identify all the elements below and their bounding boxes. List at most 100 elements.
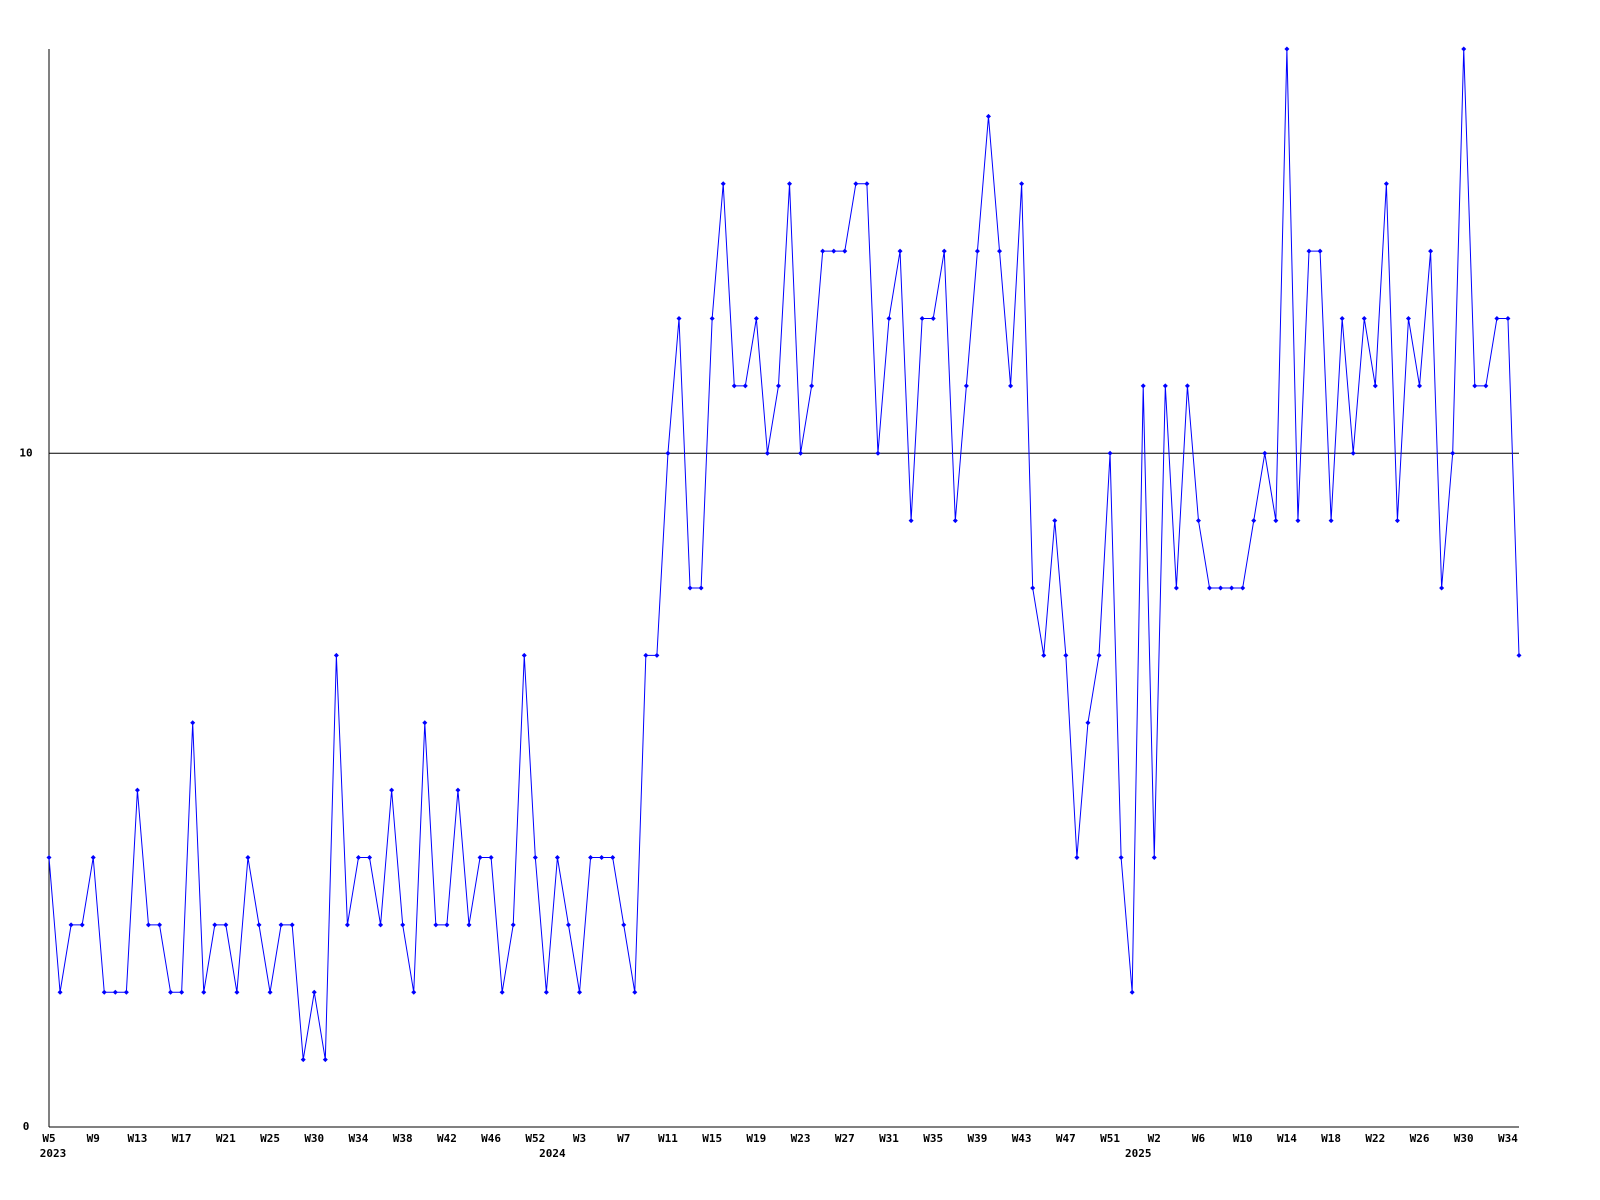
point [687, 585, 693, 591]
point [1052, 518, 1058, 524]
point [79, 922, 85, 928]
point [1096, 652, 1102, 658]
point [775, 383, 781, 389]
point [985, 113, 991, 119]
x-tick-label: W13 [127, 1132, 147, 1145]
x-tick-label: W31 [879, 1132, 899, 1145]
x-tick-label: W51 [1100, 1132, 1120, 1145]
point [1184, 383, 1190, 389]
point [245, 855, 251, 860]
x-tick-label: W46 [481, 1132, 501, 1145]
point [134, 787, 140, 793]
point [1306, 248, 1312, 254]
point [1483, 383, 1489, 389]
point [809, 383, 815, 389]
x-tick-label: W27 [835, 1132, 855, 1145]
x-tick-label: W10 [1233, 1132, 1253, 1145]
point [289, 922, 295, 928]
point [1505, 316, 1511, 321]
point [355, 855, 361, 860]
x-tick-label: W30 [304, 1132, 324, 1145]
point [389, 787, 395, 793]
point [1140, 383, 1146, 389]
x-tick-label: W34 [1498, 1132, 1518, 1145]
point [179, 989, 185, 995]
point [223, 922, 229, 928]
point [1085, 720, 1091, 726]
point [886, 316, 892, 321]
point [1207, 585, 1213, 591]
point [908, 518, 914, 524]
x-tick-label: W15 [702, 1132, 722, 1145]
x-tick-label: W14 [1277, 1132, 1297, 1145]
point [1461, 46, 1467, 52]
point [333, 652, 339, 658]
point [411, 989, 417, 995]
x-tick-label: W11 [658, 1132, 678, 1145]
point [112, 989, 118, 995]
point [444, 922, 450, 928]
x-tick-label: W2 [1148, 1132, 1161, 1145]
point [1516, 652, 1522, 658]
point [311, 989, 317, 995]
point [234, 989, 240, 995]
point [466, 922, 472, 928]
x-tick-label: W30 [1454, 1132, 1474, 1145]
point [378, 922, 384, 928]
point [952, 518, 958, 524]
point [1350, 450, 1356, 456]
point [1162, 383, 1168, 389]
point [1019, 181, 1025, 187]
x-tick-label: W17 [172, 1132, 192, 1145]
point [1074, 855, 1080, 860]
x-tick-label: W9 [87, 1132, 100, 1145]
point [820, 248, 826, 254]
x-tick-label: W6 [1192, 1132, 1206, 1145]
point [665, 450, 671, 456]
point [90, 855, 96, 860]
point [256, 922, 262, 928]
x-tick-label: W7 [617, 1132, 630, 1145]
point [930, 316, 936, 321]
point [543, 989, 549, 995]
point [1008, 383, 1014, 389]
point [101, 989, 107, 995]
point [1328, 518, 1334, 524]
point [1118, 855, 1124, 860]
point [1339, 316, 1345, 321]
point [974, 248, 980, 254]
point [400, 922, 406, 928]
point [1428, 248, 1434, 254]
x-tick-label: W3 [573, 1132, 586, 1145]
x-tick-label: W18 [1321, 1132, 1341, 1145]
point [300, 1057, 306, 1063]
x-tick-label: W22 [1365, 1132, 1385, 1145]
point [1218, 585, 1224, 591]
point [1417, 383, 1423, 389]
x-tick-label: W26 [1410, 1132, 1430, 1145]
point [212, 922, 218, 928]
point [997, 248, 1003, 254]
point [1450, 450, 1456, 456]
point [1284, 46, 1290, 52]
point [322, 1057, 328, 1063]
point [654, 652, 660, 658]
point [742, 383, 748, 389]
point [1063, 652, 1069, 658]
point [1383, 181, 1389, 187]
point [68, 922, 74, 928]
point [1240, 585, 1246, 591]
x-tick-label: W21 [216, 1132, 236, 1145]
point [764, 450, 770, 456]
point [610, 855, 616, 860]
point [1472, 383, 1478, 389]
x-tick-label: W25 [260, 1132, 280, 1145]
x-tick-label: W38 [393, 1132, 413, 1145]
x-tick-label: W39 [967, 1132, 987, 1145]
point [731, 383, 737, 389]
y-tick-label: 10 [19, 446, 32, 459]
point [521, 652, 527, 658]
point [1394, 518, 1400, 524]
